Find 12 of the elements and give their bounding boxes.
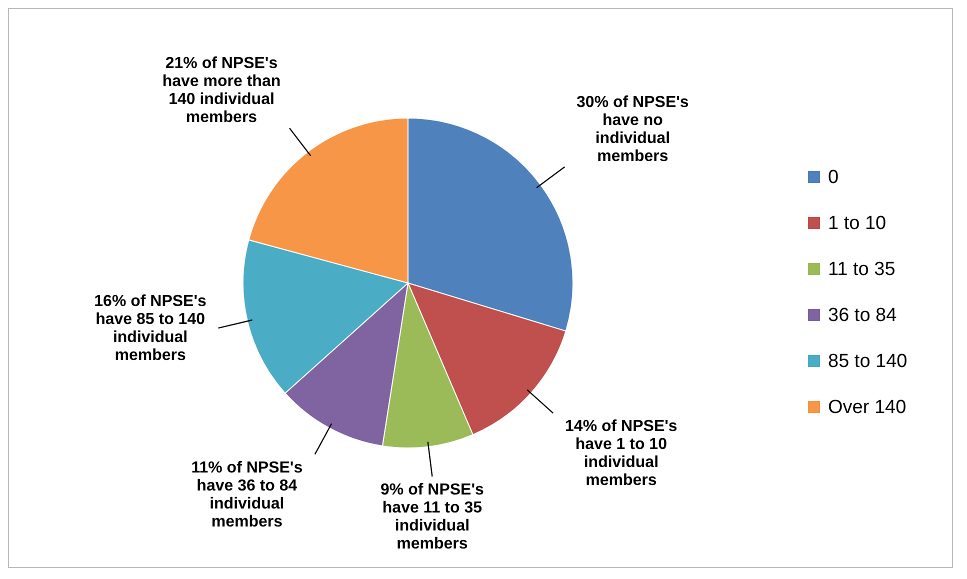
legend-label: 36 to 84: [828, 305, 898, 326]
data-label: 9% of NPSE's have 11 to 35 individual members: [380, 481, 484, 552]
legend-label: 11 to 35: [828, 259, 896, 280]
data-label: 16% of NPSE's have 85 to 140 individual members: [94, 293, 207, 364]
data-label: 11% of NPSE's have 36 to 84 individual members: [191, 459, 303, 530]
data-label: 14% of NPSE's have 1 to 10 individual members: [565, 418, 678, 490]
legend-label: 0: [828, 167, 839, 188]
legend-label: 85 to 140: [828, 351, 908, 372]
data-label: 30% of NPSE's have no individual members: [576, 94, 689, 165]
legend-label: 1 to 10: [828, 213, 886, 234]
data-label: 21% of NPSE's have more than 140 individual members: [162, 55, 281, 126]
legend-label: Over 140: [828, 397, 906, 418]
